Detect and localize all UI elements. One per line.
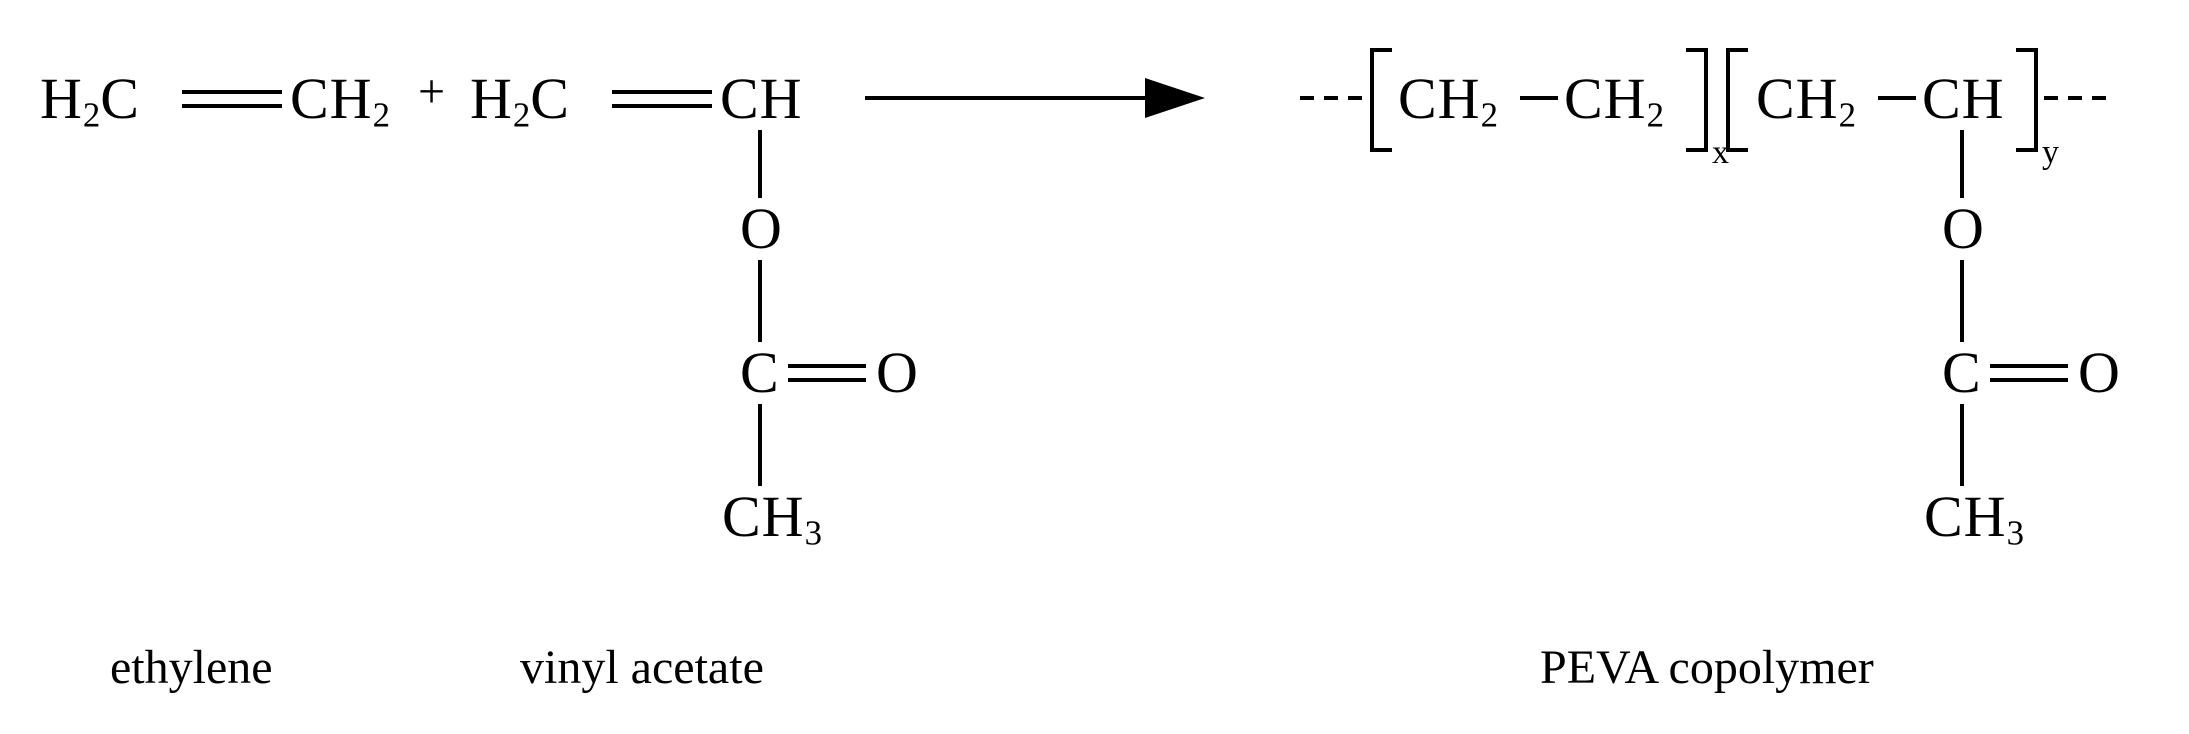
ux-c2-atom: CH2 [1564, 70, 1664, 133]
uy-o2-base: O [2078, 340, 2121, 405]
va-bond-o-c [758, 260, 762, 342]
ethylene-left-sub: 2 [83, 96, 100, 135]
va-ch3-base: CH [722, 484, 805, 549]
caption-vinyl-acetate: vinyl acetate [520, 640, 764, 695]
ethylene-left-base: H [40, 66, 83, 131]
sub-y: y [2042, 136, 2060, 170]
uy-c3-base: C [1942, 340, 1982, 405]
ux-c2-base: CH [1564, 66, 1647, 131]
ethylene-right-sub: 2 [373, 96, 390, 135]
uy-c2-base: CH [1922, 66, 2005, 131]
uy-o2-atom: O [2078, 344, 2121, 402]
uy-c3-atom: C [1942, 344, 1982, 402]
uy-ch3-sub: 3 [2007, 514, 2024, 553]
va-c1-tail: C [530, 66, 570, 131]
bracket-y-right [2016, 48, 2038, 152]
va-bond-c-ch3 [758, 404, 762, 486]
product-right-dash [2044, 96, 2106, 100]
va-o2-atom: O [876, 344, 919, 402]
bracket-y-left [1726, 48, 1748, 152]
va-bond-ch-o [758, 130, 762, 198]
uy-c1-atom: CH2 [1756, 70, 1856, 133]
caption-peva: PEVA copolymer [1540, 640, 1874, 695]
va-co-double-bond [788, 364, 866, 382]
va-o-base: O [740, 196, 783, 261]
ux-c1-base: CH [1398, 66, 1481, 131]
va-c2-atom: CH [720, 70, 803, 128]
bracket-x-left [1370, 48, 1392, 152]
ux-c1-atom: CH2 [1398, 70, 1498, 133]
uy-c1-base: CH [1756, 66, 1839, 131]
va-c2-base: CH [720, 66, 803, 131]
va-c1-atom: H2C [470, 70, 570, 133]
bracket-x-right [1686, 48, 1708, 152]
ethylene-right-atom: CH2 [290, 70, 390, 133]
uy-c2-atom: CH [1922, 70, 2005, 128]
ethylene-left-atom: H2C [40, 70, 140, 133]
va-ch3-sub: 3 [805, 514, 822, 553]
uy-co-double-bond [1990, 364, 2068, 382]
uy-bond-o-c [1960, 260, 1964, 342]
va-c3-atom: C [740, 344, 780, 402]
uy-bond-ch-o [1960, 130, 1964, 198]
va-c1-sub: 2 [513, 96, 530, 135]
ux-c2-sub: 2 [1647, 96, 1664, 135]
uy-bond-c-ch3 [1960, 404, 1964, 486]
ux-bond [1520, 96, 1558, 100]
reaction-arrow [865, 68, 1225, 128]
ethylene-double-bond [182, 90, 282, 108]
caption-ethylene: ethylene [110, 640, 273, 695]
uy-o-base: O [1942, 196, 1985, 261]
uy-o-atom: O [1942, 200, 1985, 258]
uy-c1-sub: 2 [1839, 96, 1856, 135]
va-ch3-atom: CH3 [722, 488, 822, 551]
va-o-atom: O [740, 200, 783, 258]
product-left-dash [1300, 96, 1362, 100]
va-c1-base: H [470, 66, 513, 131]
va-double-bond [612, 90, 712, 108]
uy-bond [1878, 96, 1916, 100]
ux-c1-sub: 2 [1481, 96, 1498, 135]
ethylene-right-base: CH [290, 66, 373, 131]
reaction-scheme: { "layout": { "width": 2189, "height": 7… [0, 0, 2189, 734]
ethylene-left-tail: C [100, 66, 140, 131]
uy-ch3-base: CH [1924, 484, 2007, 549]
va-o2-base: O [876, 340, 919, 405]
plus-sign: + [418, 68, 446, 116]
va-c3-base: C [740, 340, 780, 405]
uy-ch3-atom: CH3 [1924, 488, 2024, 551]
